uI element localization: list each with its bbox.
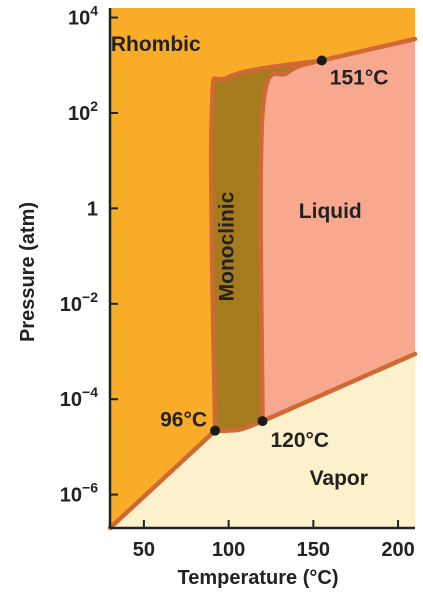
phase-label-rhombic: Rhombic	[111, 33, 201, 56]
x-tick-label: 200	[381, 539, 414, 561]
rhombic-liquid-curve	[319, 36, 418, 63]
y-tick-label: 10−4	[60, 384, 98, 411]
phase-label-liquid: Liquid	[299, 200, 362, 223]
triple-point	[316, 55, 327, 66]
labels: Temperature (°C) Pressure (atm) 96°C 120°…	[17, 3, 415, 589]
liquid-vapor-curve	[260, 351, 418, 424]
triple-point	[257, 416, 268, 427]
rhombic-monoclinic-curve	[208, 58, 325, 433]
x-axis-title: Temperature (°C)	[178, 567, 339, 589]
triple-point-label: 120°C	[271, 429, 330, 452]
vapor-region	[110, 353, 415, 528]
triple-point	[210, 425, 221, 436]
sublimation-curve	[107, 428, 218, 531]
y-axis-title: Pressure (atm)	[17, 202, 39, 342]
y-tick-label: 102	[68, 98, 98, 125]
phase-label-vapor: Vapor	[310, 467, 368, 490]
plot-area	[107, 8, 418, 531]
x-tick-label: 100	[212, 539, 245, 561]
triple-point-label: 96°C	[160, 409, 207, 432]
y-tick-label: 104	[68, 3, 98, 30]
monoclinic-liquid-curve	[258, 58, 325, 424]
y-tick-label: 10−2	[60, 289, 98, 316]
axes	[108, 8, 415, 530]
x-tick-label: 150	[297, 539, 330, 561]
triple-point-label: 151°C	[330, 66, 389, 89]
liquid-region	[260, 39, 415, 422]
monoclinic-vapor-curve	[212, 418, 265, 433]
y-tick-label: 1	[87, 198, 98, 220]
phase-label-monoclinic: Monoclinic	[216, 191, 239, 301]
x-tick-label: 50	[133, 539, 155, 561]
y-tick-label: 10−6	[60, 480, 98, 507]
monoclinic-region	[211, 60, 322, 431]
